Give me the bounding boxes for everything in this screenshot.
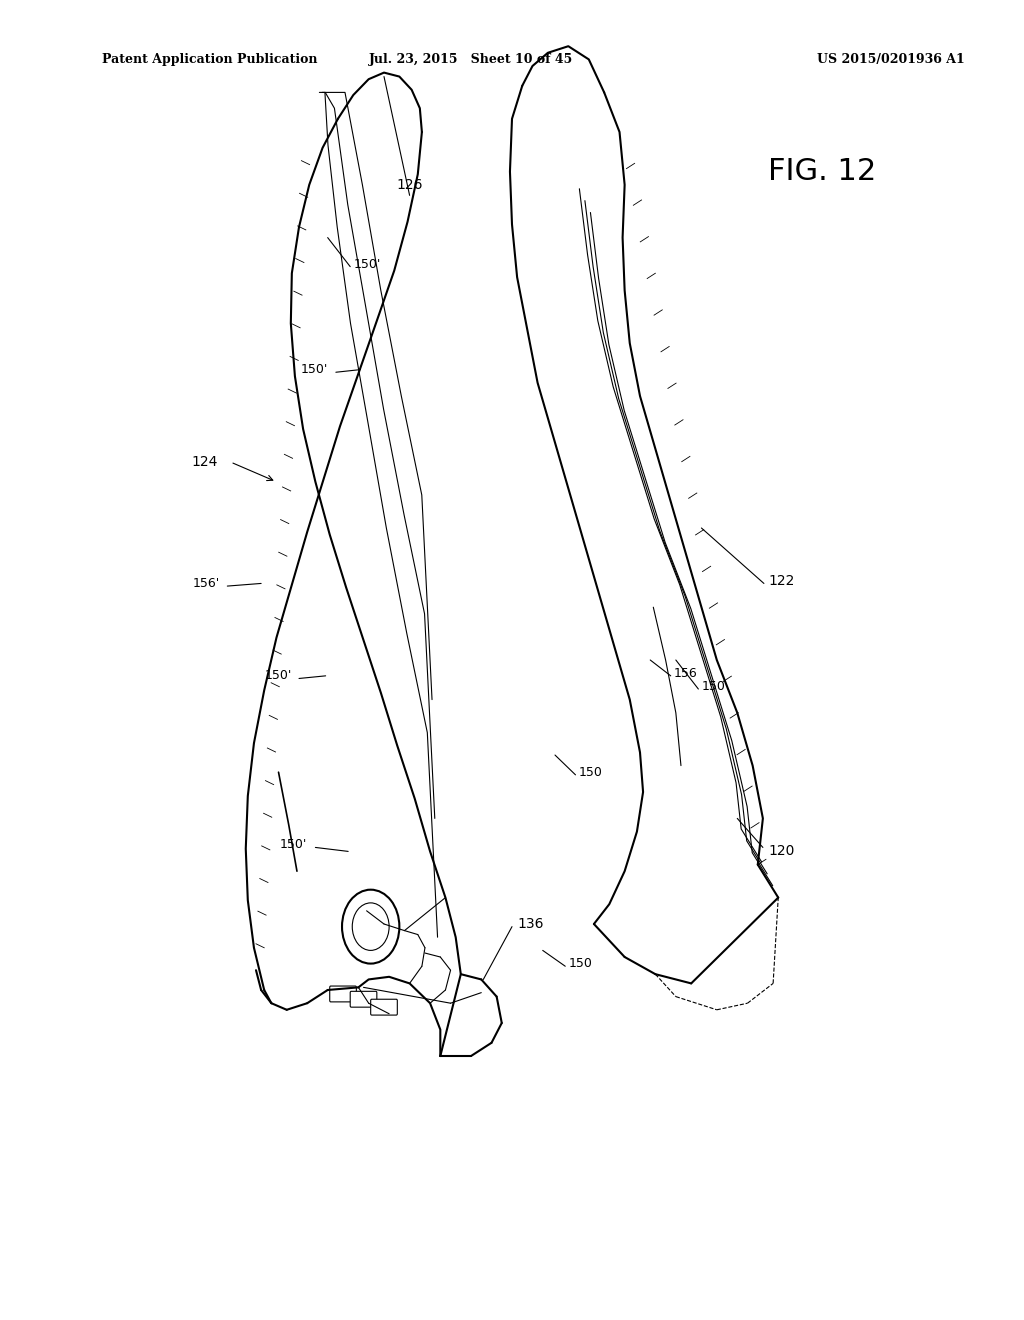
Text: 136: 136 — [517, 917, 544, 931]
Text: 150: 150 — [701, 680, 725, 693]
Text: 124: 124 — [191, 455, 218, 469]
Text: 150': 150' — [264, 669, 292, 682]
Text: Patent Application Publication: Patent Application Publication — [102, 53, 317, 66]
Text: US 2015/0201936 A1: US 2015/0201936 A1 — [817, 53, 965, 66]
Text: 150': 150' — [300, 363, 328, 376]
FancyBboxPatch shape — [330, 986, 356, 1002]
FancyBboxPatch shape — [350, 991, 377, 1007]
Text: 120: 120 — [768, 845, 795, 858]
Text: Jul. 23, 2015   Sheet 10 of 45: Jul. 23, 2015 Sheet 10 of 45 — [369, 53, 573, 66]
Text: 150: 150 — [579, 766, 602, 779]
Text: 126: 126 — [396, 178, 423, 191]
Text: 156': 156' — [193, 577, 220, 590]
Text: FIG. 12: FIG. 12 — [768, 157, 877, 186]
Text: 150': 150' — [280, 838, 307, 851]
Text: 150: 150 — [568, 957, 592, 970]
Text: 156: 156 — [674, 667, 697, 680]
Text: 150': 150' — [353, 257, 381, 271]
Text: 122: 122 — [768, 574, 795, 587]
FancyBboxPatch shape — [371, 999, 397, 1015]
